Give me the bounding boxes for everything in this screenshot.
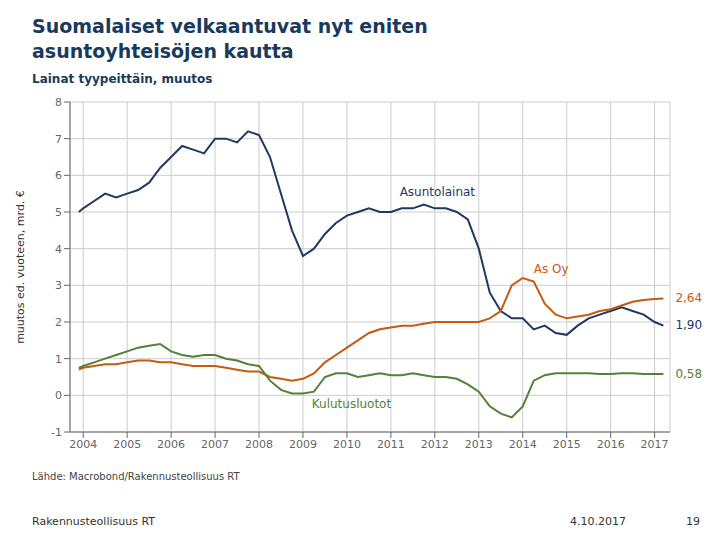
svg-text:2009: 2009 bbox=[289, 438, 317, 451]
svg-text:2013: 2013 bbox=[465, 438, 493, 451]
html-text:Suomalaiset velkaantuvat nyt e: Suomalaiset velkaantuvat nyt eniten bbox=[32, 15, 428, 37]
svg-text:6: 6 bbox=[55, 169, 62, 182]
html-text:Rakennusteollisuus RT: Rakennusteollisuus RT bbox=[32, 515, 155, 528]
html-text:19: 19 bbox=[686, 515, 700, 528]
svg-text:As Oy: As Oy bbox=[534, 262, 569, 276]
svg-text:Asuntolainat: Asuntolainat bbox=[400, 185, 476, 199]
svg-text:2014: 2014 bbox=[509, 438, 537, 451]
svg-text:3: 3 bbox=[55, 279, 62, 292]
html-text:Lähde: Macrobond/Rakennusteoll: Lähde: Macrobond/Rakennusteollisuus RT bbox=[32, 471, 240, 482]
svg-text:5: 5 bbox=[55, 206, 62, 219]
svg-text:2007: 2007 bbox=[201, 438, 229, 451]
svg-text:2006: 2006 bbox=[157, 438, 185, 451]
svg-text:1,90: 1,90 bbox=[675, 318, 702, 332]
svg-text:Kulutusluotot: Kulutusluotot bbox=[312, 397, 392, 411]
svg-text:2,64: 2,64 bbox=[675, 291, 702, 305]
svg-text:2005: 2005 bbox=[113, 438, 141, 451]
svg-text:8: 8 bbox=[55, 96, 62, 109]
svg-text:7: 7 bbox=[55, 133, 62, 146]
svg-text:2015: 2015 bbox=[553, 438, 581, 451]
svg-text:0,58: 0,58 bbox=[675, 367, 702, 381]
svg-text:2016: 2016 bbox=[597, 438, 625, 451]
html-text:asuntoyhteisöjen kautta: asuntoyhteisöjen kautta bbox=[32, 40, 294, 62]
svg-text:2008: 2008 bbox=[245, 438, 273, 451]
svg-text:2: 2 bbox=[55, 316, 62, 329]
svg-text:2010: 2010 bbox=[333, 438, 361, 451]
svg-text:2017: 2017 bbox=[641, 438, 669, 451]
svg-text:2004: 2004 bbox=[69, 438, 97, 451]
html-text:4.10.2017: 4.10.2017 bbox=[570, 515, 626, 528]
svg-text:1: 1 bbox=[55, 353, 62, 366]
svg-text:4: 4 bbox=[55, 243, 62, 256]
svg-text:2012: 2012 bbox=[421, 438, 449, 451]
svg-text:muutos ed. vuoteen, mrd. €: muutos ed. vuoteen, mrd. € bbox=[14, 190, 27, 344]
svg-text:2011: 2011 bbox=[377, 438, 405, 451]
svg-text:0: 0 bbox=[55, 389, 62, 402]
svg-text:-1: -1 bbox=[51, 426, 62, 439]
html-text:Lainat tyypeittäin, muutos: Lainat tyypeittäin, muutos bbox=[32, 72, 213, 86]
